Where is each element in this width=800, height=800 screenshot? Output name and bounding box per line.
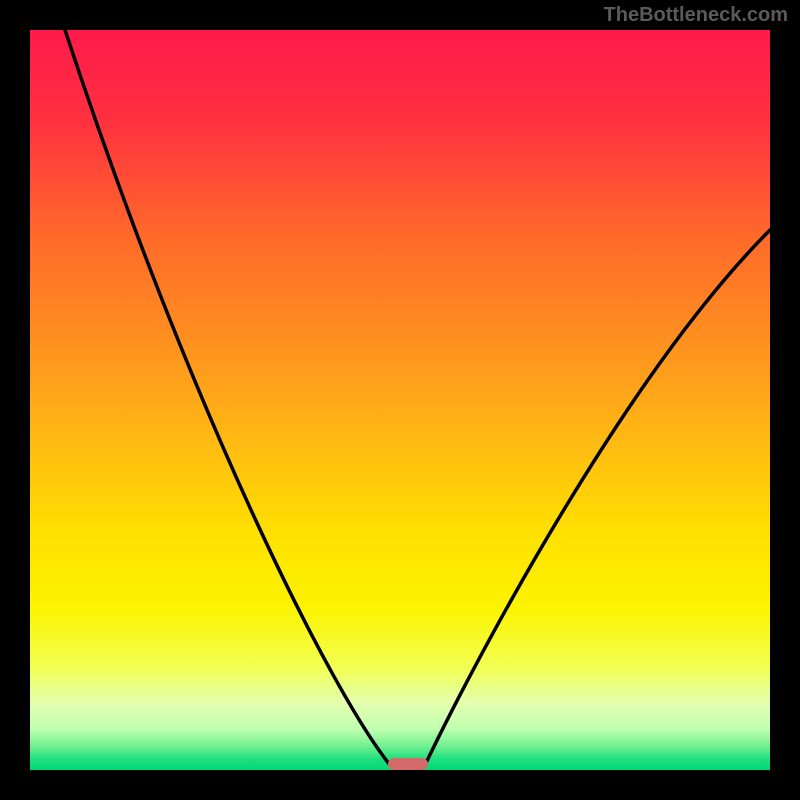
- bottleneck-curve: [30, 30, 770, 770]
- plot-area: [30, 30, 770, 770]
- optimal-marker: [388, 758, 428, 770]
- chart-container: TheBottleneck.com: [0, 0, 800, 800]
- watermark-text: TheBottleneck.com: [604, 4, 788, 27]
